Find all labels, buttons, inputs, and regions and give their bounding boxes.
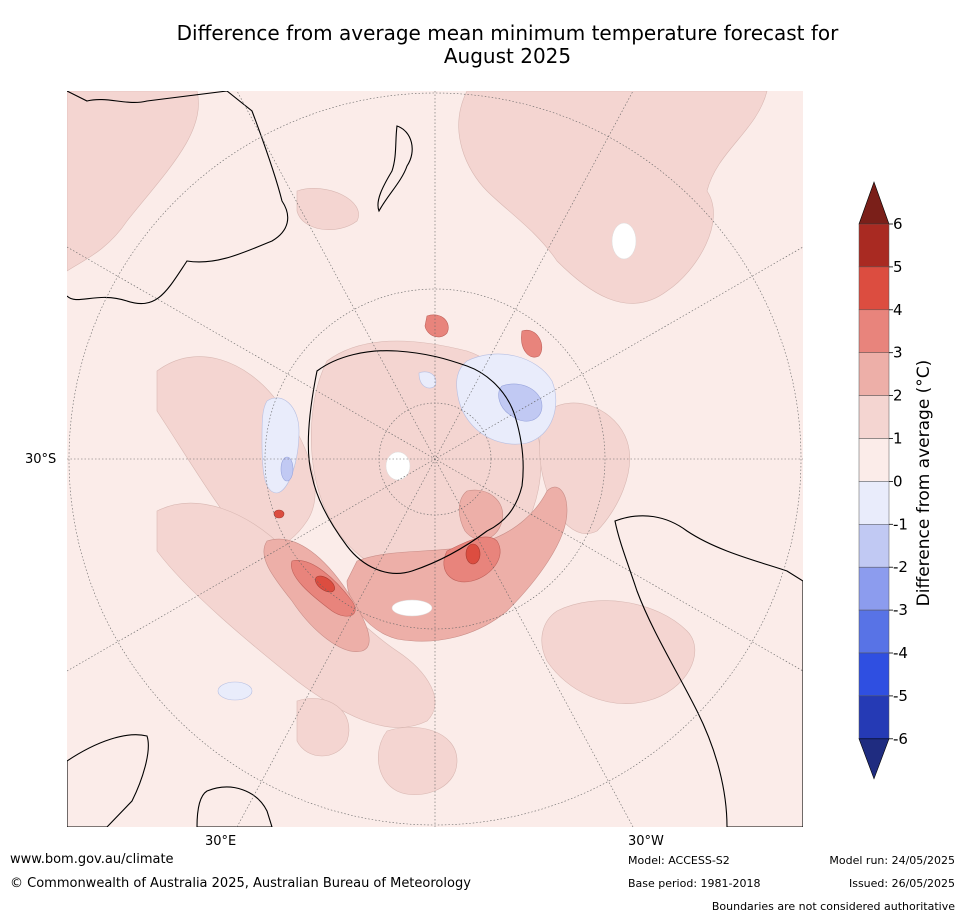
- antarctica-coastline: [307, 350, 524, 574]
- footer-copyright: © Commonwealth of Australia 2025, Austra…: [10, 876, 471, 891]
- colorbar-band: [858, 566, 890, 611]
- chart-title-line-1: Difference from average mean minimum tem…: [176, 21, 839, 45]
- latitude-label-30s: 30°S: [25, 452, 57, 467]
- land-outlines: [67, 91, 803, 827]
- colorbar-band: [858, 352, 890, 396]
- pacific-zero-patch: [611, 222, 637, 260]
- colorbar-tick-label: 1: [893, 430, 903, 448]
- colorbar-tick-label: 6: [893, 215, 903, 233]
- longitude-label-30w: 30°W: [628, 834, 664, 849]
- indian-ocean-sector-peak: [315, 575, 335, 593]
- colorbar-band: [858, 524, 890, 568]
- colorbar-tick-label: 4: [893, 301, 903, 319]
- map-canvas: [67, 91, 803, 827]
- colorbar-band: [858, 695, 890, 740]
- bellingshausen-hot-patch: [521, 329, 543, 358]
- graticule-circle-50s: [264, 288, 606, 630]
- footer-boundaries-note: Boundaries are not considered authoritat…: [711, 900, 955, 913]
- subtropical-warm-patch: [378, 726, 458, 795]
- anomaly-1-to-2-layer: [67, 91, 768, 795]
- weddell-sea-cold-core: [498, 383, 543, 422]
- south-atlantic-warm-area: [541, 600, 696, 704]
- colorbar-tick-label: 5: [893, 258, 903, 276]
- colorbar-band: [858, 652, 890, 697]
- colorbar-band: [858, 266, 890, 311]
- footer-base-period: Base period: 1981-2018: [628, 877, 761, 890]
- kerguelen-peak: [273, 509, 285, 519]
- chart-title-line-2: August 2025: [443, 44, 572, 68]
- polar-zero-patch: [385, 451, 411, 481]
- western-pacific-warm-area: [67, 91, 199, 272]
- graticule: [67, 91, 803, 827]
- ross-sea-hot-patch: [424, 314, 449, 338]
- colorbar-tick-label: 3: [893, 344, 903, 362]
- longitude-label-30e: 30°E: [205, 834, 237, 849]
- colorbar-tick-label: -4: [893, 644, 908, 662]
- colorbar-band: [858, 438, 890, 482]
- footer-issued: Issued: 26/05/2025: [848, 877, 955, 890]
- africa-coastline: [67, 734, 149, 827]
- south-america-coastline: [614, 515, 803, 827]
- colorbar: 6 5 4 3 2 1 0 -1 -2 -3 -4 -5 -6: [858, 181, 908, 780]
- colorbar-band: [858, 223, 890, 268]
- colorbar-under-triangle: [858, 738, 890, 780]
- south-indian-warm-patch: [296, 698, 350, 757]
- colorbar-tick-label: 0: [893, 472, 903, 490]
- colorbar-bands: [858, 181, 890, 780]
- pacific-sector-peak: [465, 543, 481, 565]
- colorbar-tick-label: -5: [893, 687, 908, 705]
- zero-anomaly-patches: [385, 222, 637, 617]
- south-pacific-warm-area: [458, 91, 768, 304]
- colorbar-band: [858, 609, 890, 654]
- colorbar-tick-label: -1: [893, 515, 908, 533]
- colorbar-band: [858, 309, 890, 353]
- indian-ocean-sector-area: [156, 502, 436, 728]
- southern-ocean-zero-patch: [391, 599, 433, 617]
- forecast-map: [67, 91, 803, 827]
- colorbar-band: [858, 395, 890, 439]
- madagascar-coastline: [196, 786, 273, 827]
- colorbar-band: [858, 481, 890, 525]
- footer-model: Model: ACCESS-S2: [628, 854, 730, 867]
- anomaly-4-to-5-layer: [273, 509, 481, 593]
- colorbar-tick-label: -3: [893, 601, 908, 619]
- meridian-60w: [67, 246, 803, 672]
- footer-model-run: Model run: 24/05/2025: [829, 854, 955, 867]
- colorbar-over-triangle: [858, 181, 890, 225]
- anomaly-neg-2-to-neg-1-layer: [280, 383, 543, 482]
- east-antarctic-cold-core: [280, 456, 294, 482]
- footer-url: www.bom.gov.au/climate: [10, 852, 174, 867]
- graticule-circle-30s: [68, 92, 802, 826]
- australia-coastline: [67, 91, 289, 305]
- new-zealand-coastline: [377, 125, 413, 213]
- indian-ocean-cool-patch: [217, 681, 253, 701]
- colorbar-tick-labels: 6 5 4 3 2 1 0 -1 -2 -3 -4 -5 -6: [889, 215, 908, 748]
- colorbar-tick-label: -2: [893, 558, 908, 576]
- colorbar-tick-label: -6: [893, 730, 908, 748]
- colorbar-label: Difference from average (°C): [914, 359, 934, 607]
- tasman-warm-patch: [296, 188, 359, 230]
- colorbar-tick-label: 2: [893, 387, 903, 405]
